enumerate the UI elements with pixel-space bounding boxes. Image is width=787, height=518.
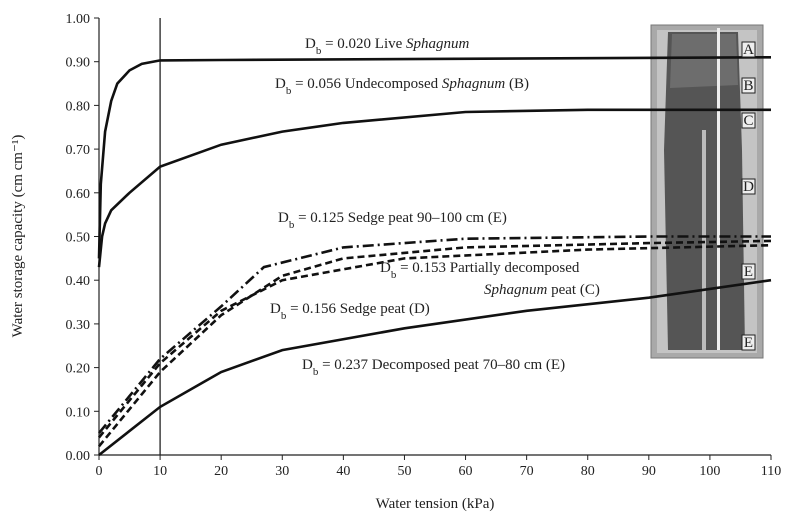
annotation-part: b <box>316 45 322 57</box>
x-tick-label: 50 <box>397 464 411 479</box>
annotation: Db = 0.125 Sedge peat 90–100 cm (E) <box>278 210 507 231</box>
y-tick-label: 0.80 <box>66 99 91 114</box>
annotation-part: Sphagnum <box>406 36 470 52</box>
annotation-part: peat (C) <box>547 282 599 298</box>
annotation-part: b <box>391 269 397 281</box>
x-tick-label: 100 <box>699 464 720 479</box>
photo-label-box <box>741 334 756 351</box>
annotation-part: = 0.153 Partially decomposed <box>396 260 580 276</box>
photo-label-box <box>741 178 756 195</box>
annotation-part: = 0.237 Decomposed peat 70–80 cm (E) <box>318 357 565 373</box>
photo-label: C <box>743 113 753 129</box>
x-tick-label: 20 <box>214 464 228 479</box>
annotation: Sphagnum peat (C) <box>484 282 600 298</box>
photo-label: A <box>743 42 754 58</box>
y-tick-label: 0.90 <box>66 56 91 71</box>
x-tick-label: 0 <box>96 464 103 479</box>
photo-label: E <box>744 335 753 351</box>
series-line <box>98 278 772 457</box>
annotation-part: (B) <box>505 76 529 92</box>
y-tick-label: 0.20 <box>66 362 91 377</box>
series-line <box>97 108 771 268</box>
photo-label: E <box>744 264 753 280</box>
annotation-part: Sphagnum <box>484 282 548 298</box>
photo-label: B <box>743 78 753 94</box>
annotation-part: D <box>278 210 289 226</box>
series-line <box>97 239 772 448</box>
x-tick-label: 10 <box>153 464 167 479</box>
photo-label-box <box>741 77 756 94</box>
annotation-part: Sphagnum <box>442 76 506 92</box>
annotation-part: D <box>305 36 316 52</box>
photo-label-box <box>741 263 756 280</box>
x-tick-label: 80 <box>581 464 595 479</box>
annotation-part: D <box>270 301 281 317</box>
series-line <box>97 235 771 434</box>
photo-label: D <box>743 179 754 195</box>
annotation-part: b <box>286 85 292 97</box>
x-tick-label: 40 <box>336 464 350 479</box>
annotation-part: = 0.056 Undecomposed <box>291 76 442 92</box>
y-tick-label: 0.40 <box>66 274 91 289</box>
y-tick-label: 0.50 <box>66 231 91 246</box>
annotation: Db = 0.153 Partially decomposed <box>380 260 580 281</box>
y-tick-label: 0.70 <box>66 143 91 158</box>
y-tick-label: 0.30 <box>66 318 91 333</box>
annotation-part: = 0.125 Sedge peat 90–100 cm (E) <box>294 210 507 226</box>
y-tick-label: 0.10 <box>66 405 91 420</box>
annotation-part: = 0.156 Sedge peat (D) <box>286 301 429 317</box>
annotation-part: = 0.020 Live <box>321 36 406 52</box>
annotation: Db = 0.020 Live Sphagnum <box>305 36 470 57</box>
y-axis-label: Water storage capacity (cm cm⁻¹) <box>10 135 26 338</box>
series-line <box>97 56 772 259</box>
y-tick-label: 0.00 <box>66 449 91 464</box>
annotation: Db = 0.156 Sedge peat (D) <box>270 301 430 322</box>
annotation-part: b <box>289 219 295 231</box>
annotation-part: D <box>380 260 391 276</box>
x-tick-label: 90 <box>642 464 656 479</box>
series-line <box>97 243 772 439</box>
annotation: Db = 0.237 Decomposed peat 70–80 cm (E) <box>302 357 565 378</box>
annotation-part: D <box>275 76 286 92</box>
annotation-part: b <box>313 366 319 378</box>
y-tick-label: 0.60 <box>66 187 91 202</box>
x-tick-label: 30 <box>275 464 289 479</box>
y-tick-label: 1.00 <box>66 12 91 27</box>
annotation: Db = 0.056 Undecomposed Sphagnum (B) <box>275 76 529 97</box>
photo-label-box <box>741 41 756 58</box>
x-tick-label: 110 <box>761 464 781 479</box>
x-axis-label: Water tension (kPa) <box>376 496 495 512</box>
annotation-part: D <box>302 357 313 373</box>
x-tick-label: 60 <box>459 464 473 479</box>
photo-label-box <box>741 112 756 129</box>
annotation-part: b <box>281 310 287 322</box>
x-tick-label: 70 <box>520 464 534 479</box>
